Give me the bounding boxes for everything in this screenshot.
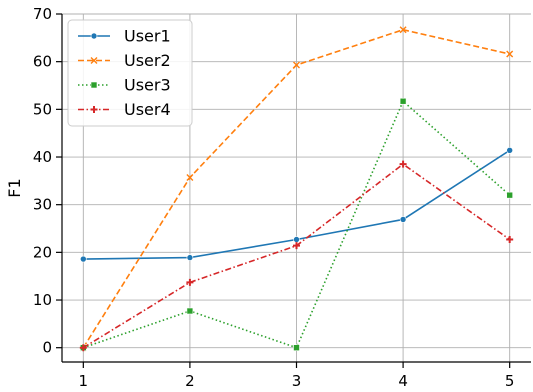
legend-label: User4 xyxy=(124,100,171,119)
y-tick-label: 70 xyxy=(33,5,52,23)
series xyxy=(79,26,514,352)
y-tick-label: 30 xyxy=(33,196,52,214)
data-point xyxy=(293,344,300,351)
legend-item: User4 xyxy=(78,100,171,119)
y-tick-label: 10 xyxy=(33,291,52,309)
legend-marker xyxy=(90,57,98,64)
ticks: 0 10 20 30 40 50 60 70 1 2 3 4 5 xyxy=(33,5,515,390)
data-point xyxy=(399,216,407,223)
x-tick-label: 3 xyxy=(292,372,302,390)
data-point xyxy=(80,255,87,263)
x-tick-label: 2 xyxy=(185,372,195,390)
data-point xyxy=(293,236,300,243)
y-tick-label: 40 xyxy=(33,148,52,166)
data-point xyxy=(186,174,194,182)
x-tick-label: 1 xyxy=(79,372,89,390)
x-tick-label: 5 xyxy=(505,372,515,390)
data-point xyxy=(399,26,407,34)
data-point xyxy=(186,254,194,261)
data-point xyxy=(186,278,194,286)
legend-marker xyxy=(90,81,98,89)
data-point xyxy=(293,242,300,250)
y-tick-label: 50 xyxy=(33,100,52,118)
data-point xyxy=(506,191,513,199)
y-tick-label: 60 xyxy=(33,53,52,71)
data-point xyxy=(79,344,87,352)
legend-marker xyxy=(90,106,98,113)
data-point xyxy=(399,97,407,105)
y-tick-label: 20 xyxy=(33,243,52,261)
legend-label: User3 xyxy=(124,76,171,95)
series-user4 xyxy=(79,160,514,352)
data-point xyxy=(186,307,194,315)
y-axis-label: F1 xyxy=(5,178,24,197)
legend-item: User1 xyxy=(78,27,171,46)
y-tick-label: 0 xyxy=(42,339,52,357)
legend-label: User2 xyxy=(124,51,171,70)
x-tick-label: 4 xyxy=(398,372,408,390)
legend: User1 User2 User3 User4 xyxy=(67,19,193,127)
legend-box xyxy=(67,19,193,127)
data-point xyxy=(506,235,514,243)
legend-item: User3 xyxy=(78,76,171,95)
data-point xyxy=(293,61,300,69)
series-user1 xyxy=(80,147,513,263)
legend-label: User1 xyxy=(124,27,171,46)
legend-marker xyxy=(90,32,98,40)
data-point xyxy=(506,147,513,154)
data-point xyxy=(399,160,407,168)
data-point xyxy=(506,50,514,58)
legend-item: User2 xyxy=(78,51,171,70)
